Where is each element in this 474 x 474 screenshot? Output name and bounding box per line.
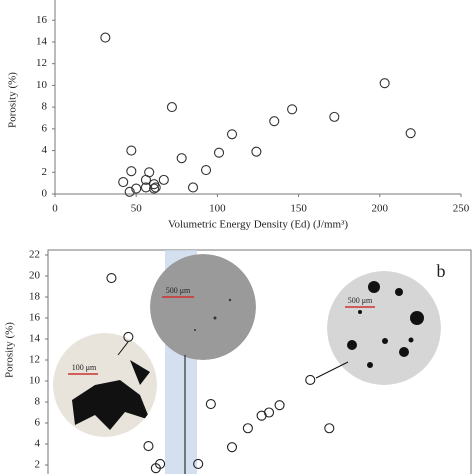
x-tick-label: 250	[453, 203, 470, 215]
scale-label: 500 μm	[166, 286, 191, 295]
y-tick-label: 0	[42, 188, 48, 200]
point	[100, 32, 111, 43]
x-tick-label: 50	[131, 203, 143, 215]
point	[124, 186, 135, 197]
point	[150, 182, 161, 193]
arrow	[117, 341, 129, 356]
point	[213, 147, 225, 158]
y-tick-label: 8	[42, 101, 48, 113]
y-tick-label: 4	[35, 438, 41, 450]
point	[176, 153, 187, 164]
plot-frame	[47, 249, 472, 474]
point	[106, 273, 117, 284]
y-tick-label: 14	[36, 35, 48, 47]
y-tick-label: 18	[29, 291, 41, 303]
point	[287, 104, 298, 115]
point	[226, 442, 238, 453]
point	[131, 183, 142, 194]
y-tick-label: 22	[29, 249, 40, 261]
y-tick-label: 2	[42, 166, 48, 178]
y-axis-label: Porosity (%)	[4, 322, 16, 378]
x-tick-label: 100	[209, 203, 226, 215]
point	[205, 399, 216, 410]
point	[126, 166, 137, 177]
y-tick-label: 16	[36, 14, 48, 26]
micrograph	[53, 333, 157, 437]
y-tick-label: 16	[29, 312, 41, 324]
y-tick-label: 12	[29, 354, 40, 366]
y-tick-label: 10	[29, 375, 41, 387]
x-tick-label: 0	[52, 203, 58, 215]
y-tick-label: 2	[35, 459, 41, 471]
point	[158, 174, 169, 185]
point	[329, 111, 340, 122]
bottom-chart: Porosity (%) b 500 μm 500 μm 100 μm 2 4 6 8…	[4, 249, 472, 474]
point	[149, 183, 160, 194]
point	[166, 102, 177, 113]
point	[263, 407, 275, 418]
scale-label: 500 μm	[348, 296, 373, 305]
y-tick-label: 20	[29, 270, 41, 282]
point	[269, 116, 280, 127]
y-tick-label: 10	[36, 79, 48, 91]
point	[123, 331, 134, 342]
point	[324, 423, 335, 434]
x-tick-label: 200	[372, 203, 389, 215]
y-tick-label: 6	[42, 122, 48, 134]
point	[193, 458, 204, 470]
point	[126, 145, 137, 156]
point	[405, 128, 416, 139]
point	[251, 146, 262, 157]
panel-label: b	[437, 261, 446, 281]
y-tick-label: 8	[35, 396, 41, 408]
x-tick-label: 150	[290, 203, 307, 215]
top-chart: Volumetric Energy Density (Ed) (J/mm³) P…	[7, 0, 470, 231]
arrow	[315, 361, 349, 379]
point	[274, 400, 285, 411]
point	[118, 177, 129, 188]
point	[379, 78, 390, 89]
micrograph	[327, 271, 441, 385]
point	[143, 441, 154, 452]
point	[242, 423, 253, 434]
y-axis-label: Porosity (%)	[7, 72, 19, 128]
y-tick-label: 6	[35, 417, 41, 429]
point	[200, 165, 212, 176]
x-axis-label: Volumetric Energy Density (Ed) (J/mm³)	[168, 219, 348, 231]
micrograph	[150, 254, 256, 360]
point	[305, 374, 316, 386]
point	[150, 463, 161, 474]
point	[187, 182, 199, 193]
y-tick-label: 12	[36, 57, 47, 69]
point	[140, 174, 151, 185]
point	[226, 129, 238, 140]
y-tick-label: 4	[42, 144, 48, 156]
scale-label: 100 μm	[72, 363, 97, 372]
y-tick-label: 14	[29, 333, 41, 345]
